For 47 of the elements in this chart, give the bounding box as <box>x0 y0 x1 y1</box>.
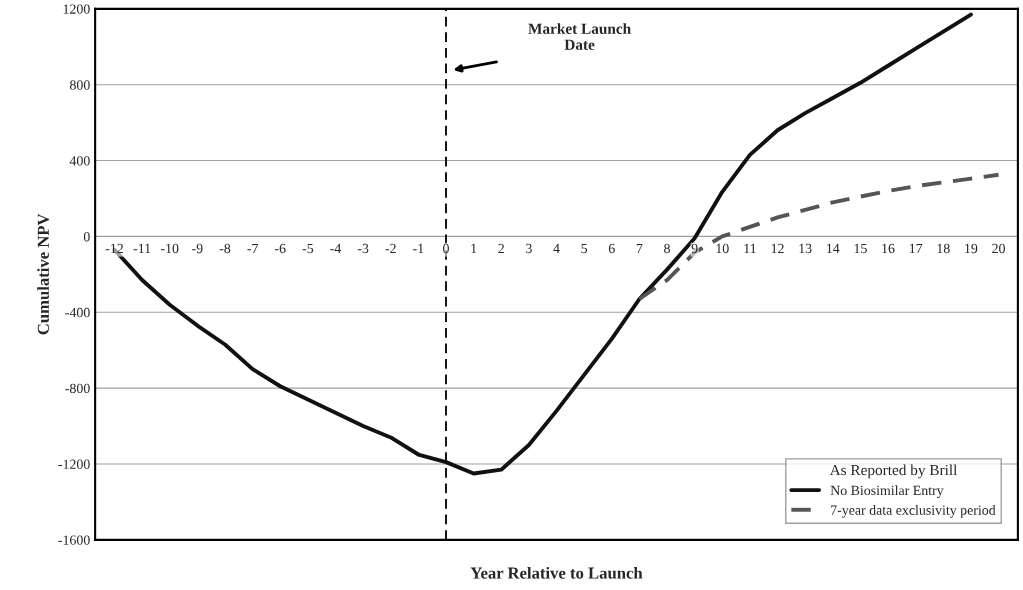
x-tick-label: -10 <box>160 243 179 254</box>
x-tick-label: 1 <box>471 243 477 253</box>
x-tick-label: 2 <box>498 243 504 253</box>
x-tick-label: -11 <box>133 243 151 253</box>
x-tick-label: 0 <box>443 243 449 254</box>
x-tick-label: 9 <box>691 243 698 254</box>
y-tick-label: -800 <box>65 383 90 394</box>
x-tick-label: -6 <box>274 243 286 254</box>
x-tick-label: 16 <box>882 243 895 254</box>
x-tick-label: 20 <box>992 243 1005 254</box>
x-tick-label: -9 <box>192 243 203 254</box>
x-tick-label: -3 <box>357 243 369 254</box>
y-tick-label: -1200 <box>58 459 90 469</box>
y-tick-label: -400 <box>65 307 90 318</box>
y-tick-label: 1200 <box>63 4 90 14</box>
x-tick-label: -2 <box>385 243 396 253</box>
x-tick-label: 6 <box>608 243 615 254</box>
x-tick-label: 13 <box>799 243 812 254</box>
y-tick-label: -1600 <box>58 535 90 545</box>
x-tick-label: 8 <box>664 243 670 254</box>
legend-title: As Reported by Brill <box>829 464 958 479</box>
legend-label: 7-year data exclusivity period <box>831 504 996 518</box>
y-axis-title: Cumulative NPV <box>37 213 50 335</box>
x-tick-label: 18 <box>937 243 950 254</box>
x-tick-label: 14 <box>827 243 840 253</box>
x-tick-label: 15 <box>854 243 867 254</box>
x-tick-label: -12 <box>105 243 123 253</box>
x-tick-label: -5 <box>302 243 314 254</box>
x-tick-label: -1 <box>413 243 424 253</box>
x-tick-label: 4 <box>553 243 560 253</box>
x-tick-label: 12 <box>771 243 784 253</box>
x-tick-label: 5 <box>581 243 588 254</box>
y-tick-label: 800 <box>69 80 90 90</box>
x-axis-title: Year Relative to Launch <box>470 566 643 579</box>
annotation: Market Launch Date <box>528 23 631 50</box>
x-tick-label: 7 <box>636 243 643 253</box>
x-tick-label: 10 <box>716 243 729 254</box>
y-tick-label: 400 <box>69 156 90 166</box>
x-tick-label: 19 <box>965 243 978 254</box>
x-tick-label: -4 <box>330 243 342 253</box>
x-tick-label: 17 <box>909 243 923 253</box>
x-tick-label: 3 <box>526 243 532 254</box>
y-tick-label: 0 <box>83 232 90 242</box>
x-tick-label: -8 <box>219 243 231 254</box>
x-tick-label: -7 <box>247 243 258 253</box>
x-tick-label: 11 <box>744 243 756 253</box>
legend-label: No Biosimilar Entry <box>830 485 944 498</box>
